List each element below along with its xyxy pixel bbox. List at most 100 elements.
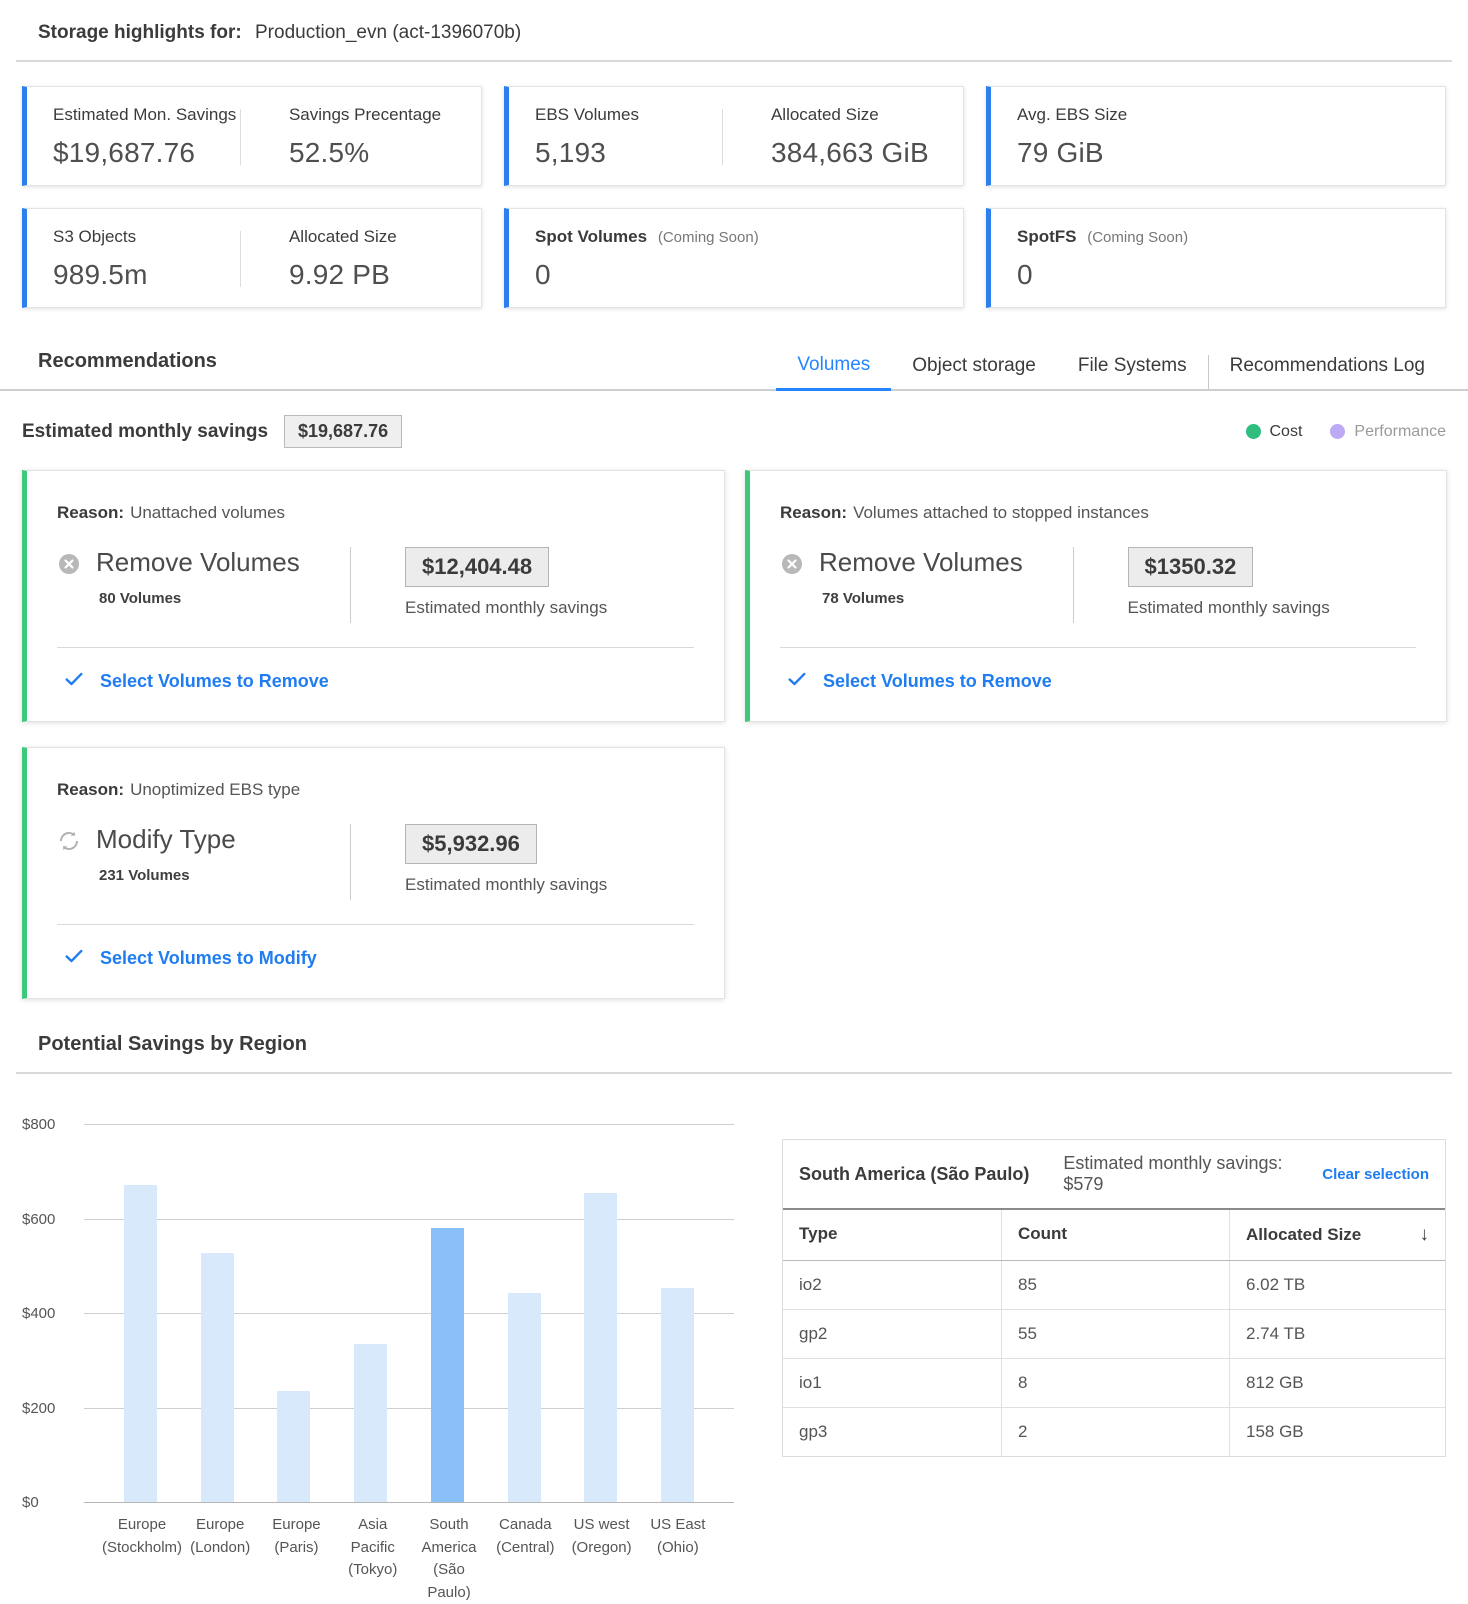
stat-value: 52.5% [288,137,370,168]
stat-spot-volumes: Spot Volumes (Coming Soon) 0 [535,221,949,293]
table-row: gp3 2 158 GB [783,1408,1445,1456]
stat-divider [239,231,241,287]
cell-count: 8 [1001,1359,1229,1407]
legend-item-cost: Cost [1245,422,1303,441]
savings-amount-badge: $5,932.96 [405,824,537,864]
stat-label: S3 Objects [53,227,137,246]
bar-canada-central[interactable] [486,1124,563,1502]
card-avg-ebs-size: Avg. EBS Size 79 GiB [986,86,1446,186]
link-label: Select Volumes to Modify [100,948,317,968]
savings-amount-badge: $1350.32 [1127,547,1254,587]
column-count[interactable]: Count [1001,1210,1229,1260]
card-rule [57,647,694,648]
stat-label: Savings Precentage [288,105,442,124]
baseline [84,1502,734,1503]
legend-item-performance: Performance [1330,423,1446,441]
stat-value: $19,687.76 [53,137,196,168]
bar-europe-stockholm[interactable] [102,1124,179,1502]
stat-value: 989.5m [53,259,148,290]
cell-size: 812 GB [1229,1359,1445,1407]
stat-label: EBS Volumes [535,105,639,124]
cell-type: gp3 [799,1422,828,1441]
stat-s3-allocated-size: Allocated Size 9.92 PB [259,221,467,293]
gridline [84,1218,734,1220]
tab-object-storage[interactable]: Object storage [912,355,1036,376]
stat-spotfs: SpotFS (Coming Soon) 0 [1017,221,1431,293]
bar-asia-pacific-tokyo[interactable] [332,1124,409,1502]
highlight-cards-row2: S3 Objects 989.5m Allocated Size 9.92 PB… [0,208,1468,308]
tab-recommendations-log[interactable]: Recommendations Log [1229,355,1425,376]
table-column-headers: Type Count Allocated Size ↓ [783,1210,1445,1261]
remove-circle-icon [57,552,81,633]
card-divider [350,824,352,900]
bar-south-america-sao-paulo[interactable] [409,1124,486,1502]
stat-s3-objects: S3 Objects 989.5m [53,221,240,293]
bar-europe-paris[interactable] [256,1124,333,1502]
remove-circle-icon [780,552,804,633]
y-tick: $600 [22,1210,56,1228]
recommendations-tabs: Volumes Object storage File Systems Reco… [776,346,1446,391]
check-icon [63,945,85,972]
savings-value-badge: $19,687.76 [284,415,403,448]
stat-ebs-volumes: EBS Volumes 5,193 [535,99,722,171]
volume-count: 80 Volumes [99,590,182,607]
account-name: Production_evn (act-1396070b) [255,22,522,43]
sort-descending-icon[interactable]: ↓ [1419,1224,1430,1245]
card-estimated-savings: Estimated Mon. Savings $19,687.76 Saving… [22,86,482,186]
recommendation-card-unoptimized-type: Reason: Unoptimized EBS type Modify Type … [22,747,725,999]
reason-text: Unattached volumes [130,503,286,522]
card-spotfs: SpotFS (Coming Soon) 0 [986,208,1446,308]
plot-area [84,1124,734,1503]
link-label: Select Volumes to Remove [100,671,329,691]
reason-text: Volumes attached to stopped instances [853,503,1149,522]
page-title: Storage highlights for: Production_evn (… [0,12,1468,60]
recommendations-header: Recommendations Volumes Object storage F… [0,330,1468,391]
tab-file-systems[interactable]: File Systems [1077,355,1187,376]
cell-size: 158 GB [1229,1408,1445,1456]
card-s3-objects: S3 Objects 989.5m Allocated Size 9.92 PB [22,208,482,308]
savings-summary-row: Estimated monthly savings $19,687.76 Cos… [0,391,1468,470]
tab-volumes[interactable]: Volumes [776,346,892,391]
card-ebs-volumes: EBS Volumes 5,193 Allocated Size 384,663… [504,86,964,186]
column-allocated-size[interactable]: Allocated Size ↓ [1229,1210,1445,1260]
select-volumes-to-remove-link[interactable]: Select Volumes to Remove [57,648,694,711]
header-divider [16,60,1452,62]
bar-us-east-ohio[interactable] [639,1124,716,1502]
x-label: US west (Oregon) [571,1516,632,1556]
action-title: Remove Volumes [96,547,300,577]
x-label: Canada (Central) [496,1516,555,1556]
link-label: Select Volumes to Remove [823,671,1052,691]
check-icon [786,668,808,695]
bar-europe-london[interactable] [179,1124,256,1502]
x-label: US East (Ohio) [650,1516,706,1556]
select-volumes-to-remove-link[interactable]: Select Volumes to Remove [780,648,1416,711]
cell-count: 2 [1001,1408,1229,1456]
stat-value: 9.92 PB [288,259,390,290]
x-axis-labels: Europe (Stockholm) Europe (London) Europe(… [84,1514,734,1604]
stat-divider [239,109,241,165]
stat-value: 0 [535,259,551,290]
stat-value: 0 [1017,259,1033,290]
table-row: io2 85 6.02 TB [783,1261,1445,1310]
y-tick: $200 [22,1399,56,1417]
legend-label: Cost [1269,422,1303,440]
select-volumes-to-modify-link[interactable]: Select Volumes to Modify [57,925,694,988]
stat-label: Spot Volumes [535,227,648,246]
stat-value: 384,663 GiB [770,137,929,168]
gridline [84,1124,734,1125]
clear-selection-link[interactable]: Clear selection [1322,1165,1429,1183]
legend: Cost Performance [1245,422,1446,441]
stat-label: SpotFS [1017,227,1077,246]
card-divider [350,547,352,623]
recommendation-card-unattached: Reason: Unattached volumes Remove Volumes… [22,470,725,722]
bar-us-west-oregon[interactable] [563,1124,640,1502]
table-subtitle: Estimated monthly savings: $579 [1063,1153,1283,1194]
highlight-cards-row1: Estimated Mon. Savings $19,687.76 Saving… [0,86,1468,186]
column-type[interactable]: Type [799,1224,838,1243]
table-header: South America (São Paulo) Estimated mont… [783,1140,1445,1210]
performance-dot-icon [1330,424,1346,439]
cell-count: 55 [1001,1310,1229,1358]
stat-avg-ebs-size: Avg. EBS Size 79 GiB [1017,99,1431,171]
savings-label: Estimated monthly savings [22,420,269,442]
